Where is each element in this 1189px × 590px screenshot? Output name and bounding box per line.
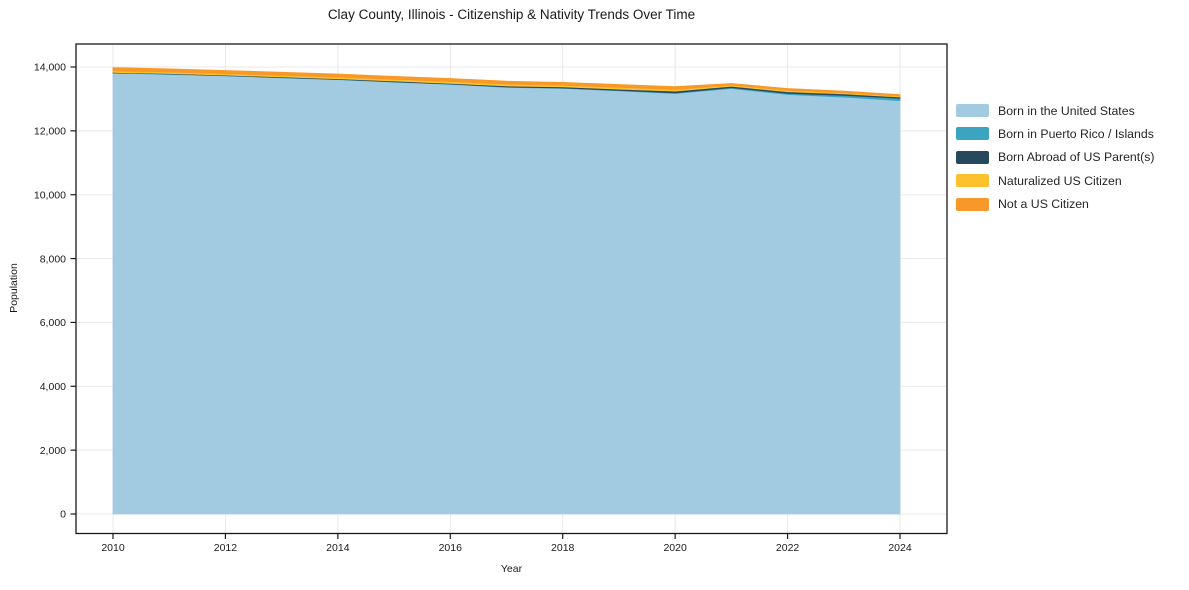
x-tick-label: 2024 (888, 542, 912, 554)
area-series-4 (112, 67, 901, 97)
x-tick-label: 2022 (776, 542, 800, 554)
legend-item: Born in Puerto Rico / Islands (956, 126, 1155, 141)
legend: Born in the United States Born in Puerto … (956, 104, 1155, 221)
y-tick-label: 12,000 (34, 126, 66, 138)
chart-title: Clay County, Illinois - Citizenship & Na… (327, 7, 696, 22)
y-tick-label: 2,000 (40, 445, 66, 457)
legend-swatch (956, 197, 989, 211)
legend-label: Not a US Citizen (998, 197, 1089, 212)
x-axis-label: Year (500, 563, 523, 575)
legend-label: Born in the United States (998, 103, 1135, 118)
y-tick-label: 6,000 (40, 317, 66, 329)
legend-item: Born in the United States (956, 103, 1155, 118)
y-tick-label: 10,000 (34, 189, 66, 201)
x-tick-label: 2010 (101, 542, 125, 554)
plot-frame (75, 43, 948, 535)
y-tick-label: 8,000 (40, 253, 66, 265)
x-tick-label: 2018 (551, 542, 575, 554)
legend-label: Naturalized US Citizen (998, 173, 1122, 188)
area-series-0 (112, 72, 901, 515)
legend-swatch (956, 150, 989, 164)
x-tick-label: 2012 (214, 542, 238, 554)
y-axis-label: Population (8, 263, 20, 313)
legend-item: Naturalized US Citizen (956, 173, 1155, 188)
y-tick-label: 0 (60, 509, 66, 521)
legend-label: Born in Puerto Rico / Islands (998, 126, 1154, 141)
legend-swatch (956, 127, 989, 141)
legend-swatch (956, 104, 989, 117)
x-tick-label: 2020 (663, 542, 687, 554)
legend-item: Born Abroad of US Parent(s) (956, 150, 1155, 165)
legend-swatch (956, 174, 989, 188)
legend-item: Not a US Citizen (956, 197, 1155, 212)
y-tick-label: 4,000 (40, 381, 66, 393)
x-tick-label: 2016 (439, 542, 463, 554)
y-tick-label: 14,000 (34, 62, 66, 74)
x-tick-label: 2014 (326, 542, 350, 554)
legend-label: Born Abroad of US Parent(s) (998, 150, 1155, 165)
